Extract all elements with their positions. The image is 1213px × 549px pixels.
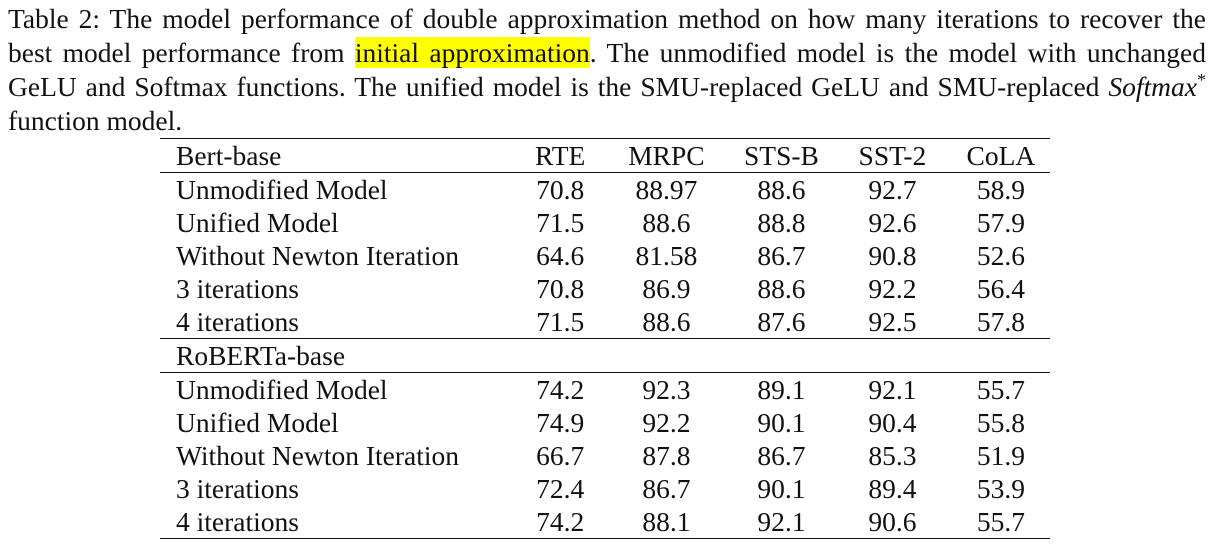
table-cell: 89.1	[729, 372, 834, 406]
table-cell: 87.8	[642, 440, 691, 471]
table-row: 3 iterations 72.4 86.7 90.1 89.4 53.9	[160, 472, 1050, 505]
group-header-row: RoBERTa-base	[160, 338, 1050, 373]
row-label: Without Newton Iteration	[176, 440, 459, 471]
table-cell: 56.4	[976, 273, 1025, 304]
table-cell: 86.7	[642, 473, 691, 504]
table-row: 4 iterations 71.5 88.6 87.6 92.5 57.8	[160, 305, 1050, 339]
table-cell: 92.3	[603, 372, 730, 406]
table-cell: 90.4	[868, 407, 917, 438]
column-header-cola: CoLA	[951, 138, 1050, 173]
table-row: Unmodified Model 74.2 92.3 89.1 92.1 55.…	[160, 372, 1050, 406]
table-row: 3 iterations 70.8 86.9 88.6 92.2 56.4	[160, 272, 1050, 305]
table-cell: 92.6	[868, 207, 917, 238]
row-label: 3 iterations	[176, 473, 299, 504]
table-cell: 70.8	[517, 172, 604, 206]
table-cell: 86.7	[757, 440, 806, 471]
table-cell: 92.7	[833, 172, 952, 206]
row-label: Unmodified Model	[160, 172, 518, 206]
table-row: Unified Model 74.9 92.2 90.1 90.4 55.8	[160, 406, 1050, 439]
table-cell: 92.1	[833, 372, 952, 406]
highlighted-text[interactable]: initial approximation	[354, 37, 590, 68]
table-cell: 74.9	[536, 407, 585, 438]
table-cell: 88.6	[642, 207, 691, 238]
table-cell: 66.7	[536, 440, 585, 471]
table-row: Unified Model 71.5 88.6 88.8 92.6 57.9	[160, 206, 1050, 239]
table-cell: 71.5	[536, 306, 585, 337]
row-label: 3 iterations	[176, 273, 299, 304]
caption-middle: . The unmodified model is the model with…	[8, 37, 1206, 102]
table-cell: 87.6	[757, 306, 806, 337]
table-cell: 70.8	[536, 273, 585, 304]
row-label: 4 iterations	[160, 505, 518, 539]
table-cell: 85.3	[868, 440, 917, 471]
group-header-roberta-base: RoBERTa-base	[160, 338, 518, 373]
table-cell: 55.7	[951, 372, 1050, 406]
caption-suffix: function model.	[8, 105, 183, 136]
table-cell: 52.6	[976, 240, 1025, 271]
table-caption: Table 2: The model performance of double…	[8, 2, 1206, 138]
column-header-mrpc: MRPC	[603, 138, 730, 173]
caption-prefix: Table 2: The model performance of double…	[8, 3, 1206, 68]
table-cell: 64.6	[536, 240, 585, 271]
row-label: Without Newton Iteration	[176, 240, 459, 271]
table-cell: 90.8	[868, 240, 917, 271]
table-cell: 55.8	[976, 407, 1025, 438]
table-row: Unmodified Model 70.8 88.97 88.6 92.7 58…	[160, 172, 1050, 206]
table-cell: 92.2	[868, 273, 917, 304]
table-row: Without Newton Iteration 64.6 81.58 86.7…	[160, 239, 1050, 272]
table-cell: 74.2	[517, 505, 604, 539]
table-cell: 81.58	[635, 240, 698, 271]
table-cell: 55.7	[951, 505, 1050, 539]
row-label: 4 iterations	[176, 306, 299, 337]
row-label: Unified Model	[176, 207, 339, 238]
table-header-row: Bert-base RTE MRPC STS-B SST-2 CoLA	[160, 138, 1050, 173]
table-cell: 58.9	[951, 172, 1050, 206]
table-cell: 53.9	[976, 473, 1025, 504]
table-row: Without Newton Iteration 66.7 87.8 86.7 …	[160, 439, 1050, 472]
table-cell: 72.4	[536, 473, 585, 504]
table-cell: 90.6	[833, 505, 952, 539]
table-cell: 88.97	[603, 172, 730, 206]
table-cell: 88.1	[603, 505, 730, 539]
table-cell: 88.6	[642, 306, 691, 337]
results-table: Bert-base RTE MRPC STS-B SST-2 CoLA Unmo…	[160, 138, 1050, 539]
table-cell: 92.5	[868, 306, 917, 337]
column-header-sts-b: STS-B	[729, 138, 834, 173]
table-cell: 74.2	[517, 372, 604, 406]
group-header-bert-base: Bert-base	[160, 138, 518, 173]
table-cell: 92.2	[642, 407, 691, 438]
table-row: 4 iterations 74.2 88.1 92.1 90.6 55.7	[160, 505, 1050, 539]
table-cell: 86.9	[642, 273, 691, 304]
softmax-superscript: *	[1197, 69, 1206, 90]
table-cell: 90.1	[757, 407, 806, 438]
row-label: Unified Model	[176, 407, 339, 438]
table-cell: 88.6	[757, 273, 806, 304]
table-cell: 86.7	[757, 240, 806, 271]
column-header-rte: RTE	[517, 138, 604, 173]
column-header-sst-2: SST-2	[833, 138, 952, 173]
table-cell: 90.1	[757, 473, 806, 504]
table-cell: 57.9	[976, 207, 1025, 238]
table-cell: 71.5	[536, 207, 585, 238]
softmax-math: Softmax	[1108, 71, 1197, 102]
row-label: Unmodified Model	[160, 372, 518, 406]
table-cell: 89.4	[868, 473, 917, 504]
table-cell: 51.9	[976, 440, 1025, 471]
table-cell: 88.8	[757, 207, 806, 238]
table-cell: 92.1	[729, 505, 834, 539]
table-cell: 57.8	[976, 306, 1025, 337]
table-cell: 88.6	[729, 172, 834, 206]
